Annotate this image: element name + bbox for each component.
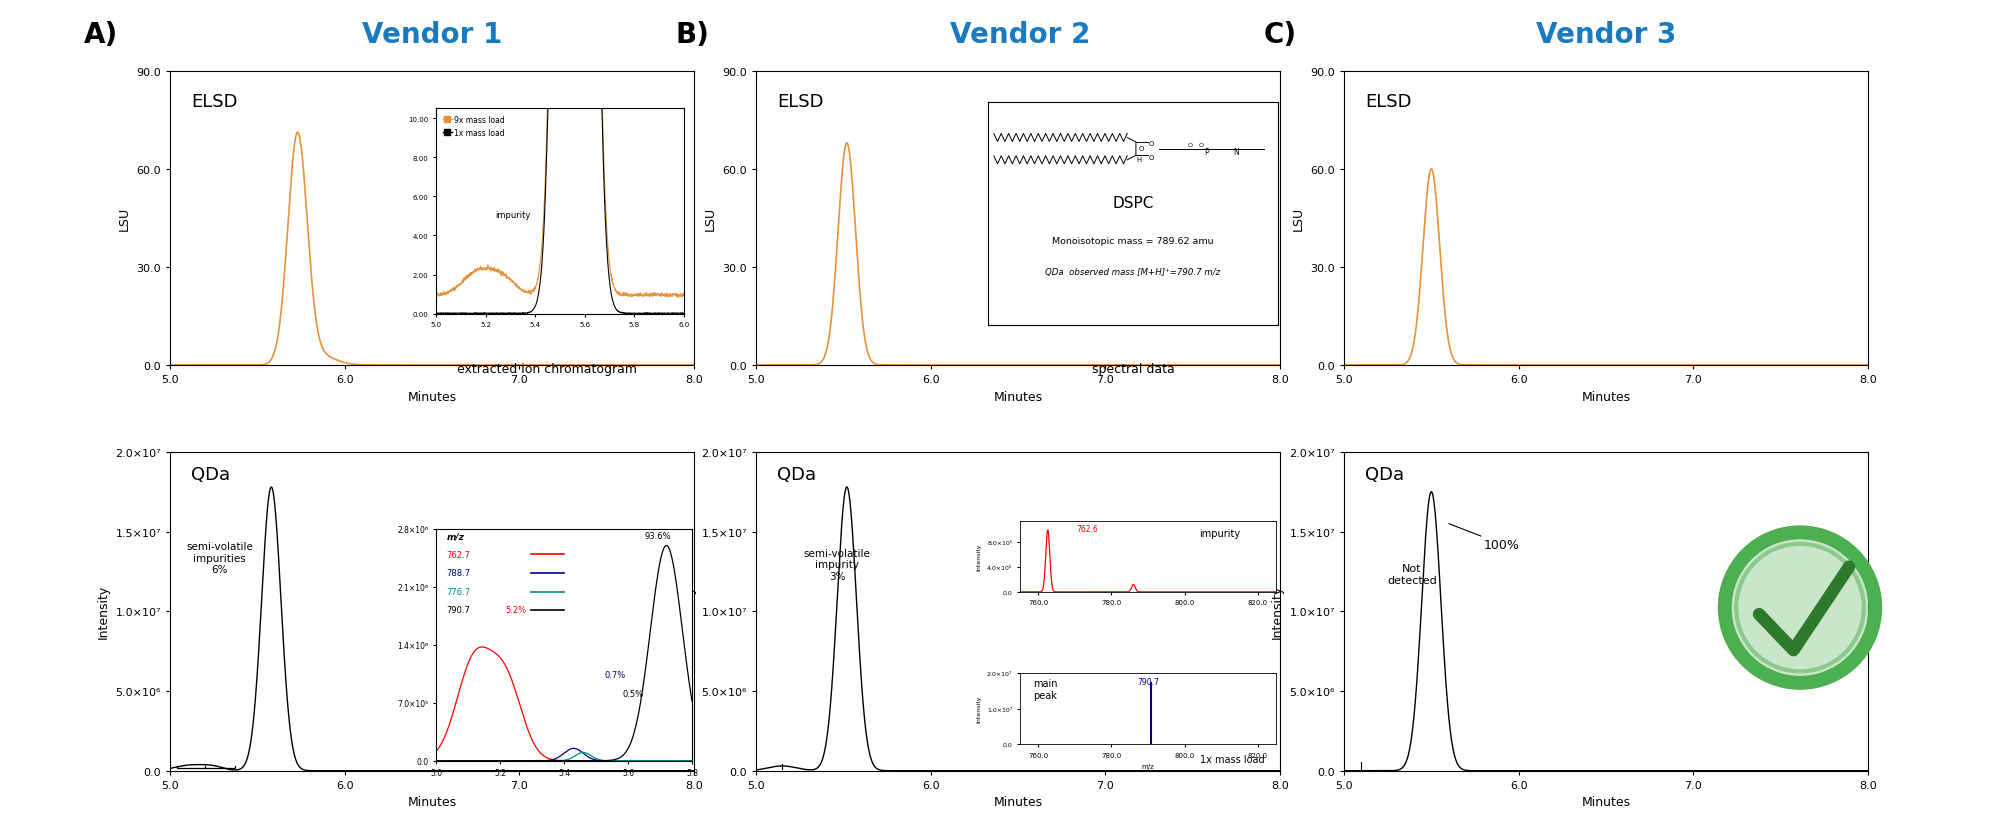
X-axis label: Minutes: Minutes [408, 796, 456, 808]
Text: O: O [1138, 146, 1144, 151]
Text: impurity: impurity [1200, 528, 1240, 538]
Y-axis label: Intensity: Intensity [976, 695, 982, 723]
Text: B): B) [676, 21, 710, 49]
Text: 0.7%: 0.7% [604, 671, 626, 680]
Text: P: P [1204, 148, 1208, 157]
Text: m/z: m/z [446, 532, 464, 541]
Text: Not
detected: Not detected [1388, 564, 1436, 586]
Text: O: O [1148, 141, 1154, 147]
Text: impurity: impurity [496, 211, 530, 220]
Text: main
peak: main peak [1032, 678, 1058, 700]
X-axis label: Minutes: Minutes [1582, 796, 1630, 808]
X-axis label: Minutes: Minutes [994, 796, 1042, 808]
Text: 788.7: 788.7 [446, 569, 470, 577]
Text: 790.7: 790.7 [1138, 676, 1160, 686]
Text: QDa: QDa [190, 465, 230, 483]
Text: A): A) [84, 21, 118, 49]
Y-axis label: Intensity: Intensity [682, 585, 696, 638]
Text: 1x mass load: 1x mass load [1200, 754, 1264, 764]
Text: QDa  observed mass [M+H]⁺=790.7 m/z: QDa observed mass [M+H]⁺=790.7 m/z [1046, 268, 1220, 277]
Text: 790.7: 790.7 [446, 605, 470, 614]
Text: 100%: 100% [1448, 524, 1520, 551]
Text: Monoisotopic mass = 789.62 amu: Monoisotopic mass = 789.62 amu [1052, 237, 1214, 246]
Text: 762.7: 762.7 [446, 550, 470, 559]
Y-axis label: LSU: LSU [1292, 207, 1304, 231]
Text: QDa: QDa [1364, 465, 1404, 483]
Circle shape [1724, 533, 1876, 683]
Text: O   O: O O [1188, 143, 1204, 148]
Text: Vendor 1: Vendor 1 [362, 21, 502, 49]
Text: ELSD: ELSD [776, 93, 824, 111]
Text: semi-volatile
impurity
3%: semi-volatile impurity 3% [804, 548, 870, 581]
Text: H: H [1136, 157, 1142, 163]
Text: extracted ion chromatogram: extracted ion chromatogram [458, 362, 638, 375]
Text: 5.2%: 5.2% [506, 605, 526, 614]
Text: 776.7: 776.7 [446, 587, 470, 596]
Y-axis label: Intensity: Intensity [976, 543, 982, 571]
Y-axis label: Intensity: Intensity [1270, 585, 1284, 638]
Text: 762.6: 762.6 [1076, 524, 1098, 533]
Text: 93.6%: 93.6% [644, 532, 672, 541]
X-axis label: Minutes: Minutes [408, 390, 456, 403]
X-axis label: Minutes: Minutes [1582, 390, 1630, 403]
Text: C): C) [1264, 21, 1298, 49]
Text: spectral data: spectral data [1092, 362, 1174, 375]
Text: Vendor 3: Vendor 3 [1536, 21, 1676, 49]
Text: semi-volatile
impurities
6%: semi-volatile impurities 6% [186, 542, 254, 575]
Text: ELSD: ELSD [190, 93, 238, 111]
Text: Vendor 2: Vendor 2 [950, 21, 1090, 49]
Text: 0.5%: 0.5% [622, 689, 644, 698]
X-axis label: Minutes: Minutes [994, 390, 1042, 403]
Legend: 9x mass load, 1x mass load: 9x mass load, 1x mass load [440, 113, 508, 141]
Y-axis label: Intensity: Intensity [96, 585, 110, 638]
Text: O: O [1148, 155, 1154, 160]
Y-axis label: LSU: LSU [118, 207, 130, 231]
Text: DSPC: DSPC [1112, 195, 1154, 211]
Text: N: N [1234, 148, 1238, 157]
Text: ELSD: ELSD [1364, 93, 1412, 111]
X-axis label: m/z: m/z [1142, 763, 1154, 769]
Y-axis label: LSU: LSU [704, 207, 716, 231]
Text: QDa: QDa [776, 465, 816, 483]
